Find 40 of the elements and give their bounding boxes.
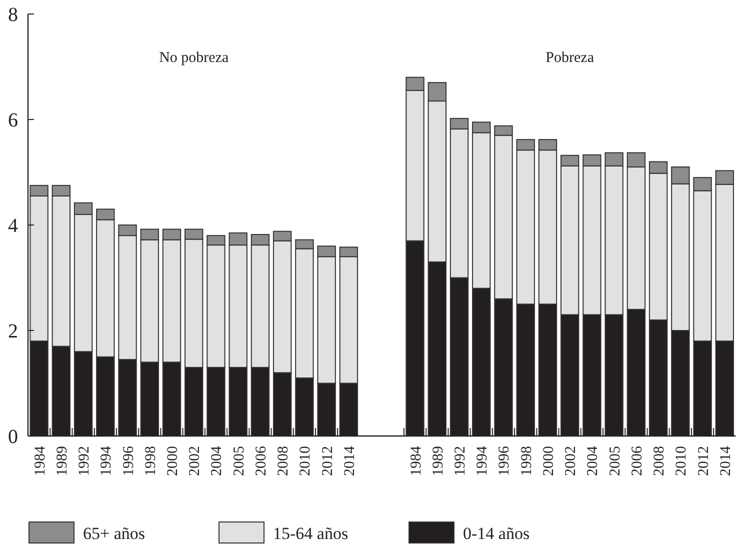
y-tick-label: 4 xyxy=(8,215,18,237)
x-tick-label: 2006 xyxy=(253,446,270,476)
x-tick-label: 2004 xyxy=(585,446,602,476)
x-tick-label: 2014 xyxy=(342,446,358,476)
x-tick-label: 2004 xyxy=(209,446,226,476)
x-tick-label: 1989 xyxy=(54,446,70,476)
y-tick-label: 0 xyxy=(8,426,18,448)
x-tick-label: 1996 xyxy=(496,446,513,476)
x-tick-label: 2014 xyxy=(718,446,734,476)
x-tick-label: 1994 xyxy=(474,446,491,476)
x-tick-label: 2008 xyxy=(276,446,292,476)
x-tick-label: 1998 xyxy=(518,446,535,476)
x-tick-label: 1996 xyxy=(120,446,137,476)
y-tick-label: 8 xyxy=(8,4,18,26)
x-tick-label: 2002 xyxy=(563,446,580,476)
x-tick-label: 1994 xyxy=(98,446,115,476)
annotation: No pobreza xyxy=(159,50,229,66)
y-tick-label: 6 xyxy=(8,110,18,132)
x-tick-label: 2005 xyxy=(607,446,624,476)
legend-label: 0-14 años xyxy=(463,524,530,543)
annotation: Pobreza xyxy=(546,50,594,66)
x-tick-label: 2000 xyxy=(540,446,557,476)
x-tick-label: 2010 xyxy=(674,446,690,476)
x-tick-label: 2000 xyxy=(165,446,181,476)
x-tick-label: 2012 xyxy=(696,446,712,476)
legend-label: 15-64 años xyxy=(273,524,348,543)
x-tick-label: 1989 xyxy=(430,446,446,476)
x-tick-label: 2005 xyxy=(231,446,248,476)
x-tick-label: 2006 xyxy=(629,446,646,476)
x-tick-label: 2002 xyxy=(187,446,204,476)
x-tick-label: 2008 xyxy=(652,446,668,476)
x-tick-label: 1992 xyxy=(76,446,93,476)
x-tick-label: 1984 xyxy=(32,446,48,476)
x-tick-label: 2012 xyxy=(320,446,336,476)
y-tick-label: 2 xyxy=(8,320,18,342)
x-tick-label: 2010 xyxy=(298,446,314,476)
x-tick-label: 1998 xyxy=(142,446,159,476)
x-tick-label: 1992 xyxy=(452,446,469,476)
x-tick-label: 1984 xyxy=(408,446,424,476)
legend-label: 65+ años xyxy=(83,524,145,543)
